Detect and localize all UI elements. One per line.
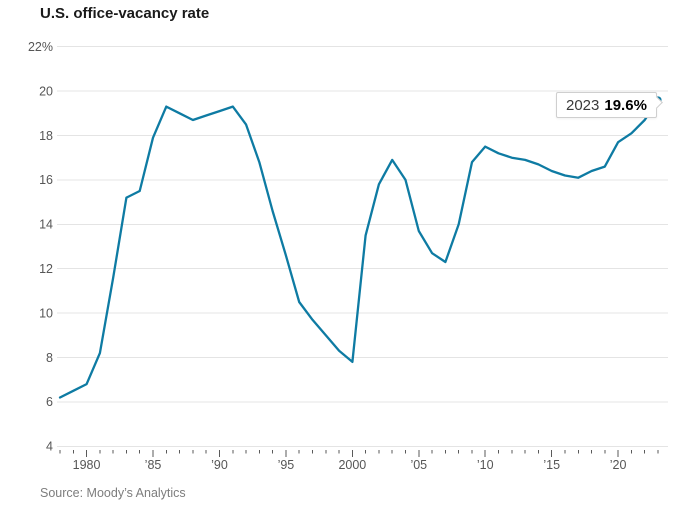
y-tick-label: 14 bbox=[39, 218, 53, 232]
chart-title: U.S. office-vacancy rate bbox=[40, 5, 210, 22]
y-tick-label: 16 bbox=[39, 173, 53, 187]
x-tick-label: 2000 bbox=[338, 458, 366, 472]
y-tick-label: 18 bbox=[39, 129, 53, 143]
series-line-office-vacancy bbox=[58, 98, 660, 399]
y-tick-label: 6 bbox=[46, 395, 53, 409]
x-tick-label: 1980 bbox=[73, 458, 101, 472]
y-tick-label: 8 bbox=[46, 351, 53, 365]
x-tick-label: ’90 bbox=[211, 458, 228, 472]
x-tick-label: ’15 bbox=[543, 458, 560, 472]
y-tick-label: 20 bbox=[39, 84, 53, 98]
x-tick-label: ’10 bbox=[477, 458, 494, 472]
source-note: Source: Moody’s Analytics bbox=[40, 486, 186, 500]
endpoint-callout: 2023 19.6% bbox=[556, 92, 663, 118]
x-axis-labels: 1980 ’85 ’90 ’95 2000 ’05 ’10 ’15 ’20 bbox=[73, 458, 627, 472]
x-tick-label: ’95 bbox=[278, 458, 295, 472]
callout-value: 19.6% bbox=[604, 96, 647, 114]
callout-year: 2023 bbox=[566, 96, 600, 114]
x-tick-label: ’85 bbox=[145, 458, 162, 472]
x-tick-label: ’20 bbox=[610, 458, 627, 472]
y-axis-labels: 4 6 8 10 12 14 16 18 20 22% bbox=[28, 40, 53, 454]
x-axis-ticks bbox=[59, 450, 659, 457]
y-tick-label: 22% bbox=[28, 40, 53, 54]
y-tick-label: 10 bbox=[39, 306, 53, 320]
y-tick-label: 12 bbox=[39, 262, 53, 276]
y-tick-label: 4 bbox=[46, 440, 53, 454]
x-tick-label: ’05 bbox=[410, 458, 427, 472]
